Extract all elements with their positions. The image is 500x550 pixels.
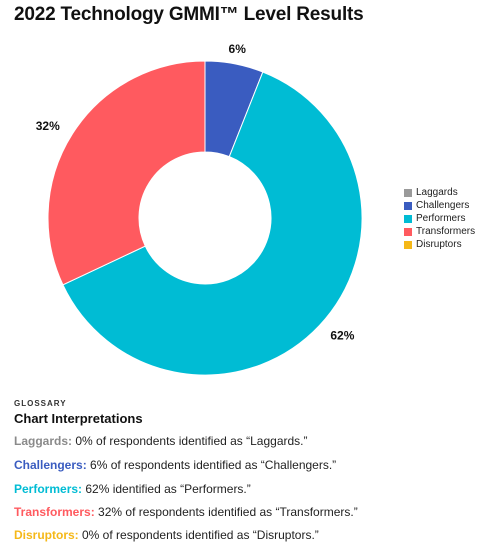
glossary-term: Challengers: [14, 458, 87, 472]
legend-item-performers: Performers [404, 212, 475, 225]
glossary-heading: Chart Interpretations [14, 411, 143, 426]
legend-label: Transformers [416, 226, 476, 237]
donut-slices [47, 60, 363, 376]
glossary-term: Laggards: [14, 434, 73, 448]
glossary-line-disruptors: Disruptors: 0% of respondents identified… [14, 528, 319, 542]
glossary-text: 0% of respondents identified as “Laggard… [72, 434, 308, 448]
legend-label: Disruptors [416, 239, 462, 250]
glossary-line-laggards: Laggards: 0% of respondents identified a… [14, 434, 308, 448]
chart-title: 2022 Technology GMMI™ Level Results [14, 4, 364, 25]
slice-performers [62, 71, 363, 376]
glossary-term: Transformers: [14, 505, 95, 519]
glossary-term: Performers: [14, 482, 83, 496]
glossary-line-performers: Performers: 62% identified as “Performer… [14, 482, 251, 496]
glossary-eyebrow: GLOSSARY [14, 399, 67, 408]
legend-swatch-disruptors [404, 240, 412, 249]
glossary-text: 62% identified as “Performers.” [82, 482, 251, 496]
data-label-transformers: 32% [36, 119, 60, 133]
glossary-text: 0% of respondents identified as “Disrupt… [78, 528, 319, 542]
legend-swatch-challengers [404, 201, 412, 210]
legend-item-disruptors: Disruptors [404, 238, 475, 251]
legend-label: Performers [416, 213, 466, 224]
legend-swatch-transformers [404, 227, 412, 236]
legend-item-challengers: Challengers [404, 199, 475, 212]
donut-data-labels: 6% 62% 32% [36, 42, 355, 343]
chart-legend: Laggards Challengers Performers Transfor… [404, 186, 475, 251]
glossary-text: 6% of respondents identified as “Challen… [86, 458, 337, 472]
data-label-performers: 62% [330, 329, 354, 343]
data-label-challengers: 6% [229, 42, 247, 56]
legend-item-laggards: Laggards [404, 186, 475, 199]
donut-chart: 6% 62% 32% [36, 42, 363, 376]
glossary-line-transformers: Transformers: 32% of respondents identif… [14, 505, 358, 519]
legend-label: Laggards [416, 187, 458, 198]
slice-transformers [47, 60, 206, 286]
legend-swatch-laggards [404, 188, 412, 197]
glossary-term: Disruptors: [14, 528, 79, 542]
legend-item-transformers: Transformers [404, 225, 475, 238]
legend-swatch-performers [404, 214, 412, 223]
glossary-text: 32% of respondents identified as “Transf… [94, 505, 358, 519]
glossary-line-challengers: Challengers: 6% of respondents identifie… [14, 458, 336, 472]
legend-label: Challengers [416, 200, 470, 211]
